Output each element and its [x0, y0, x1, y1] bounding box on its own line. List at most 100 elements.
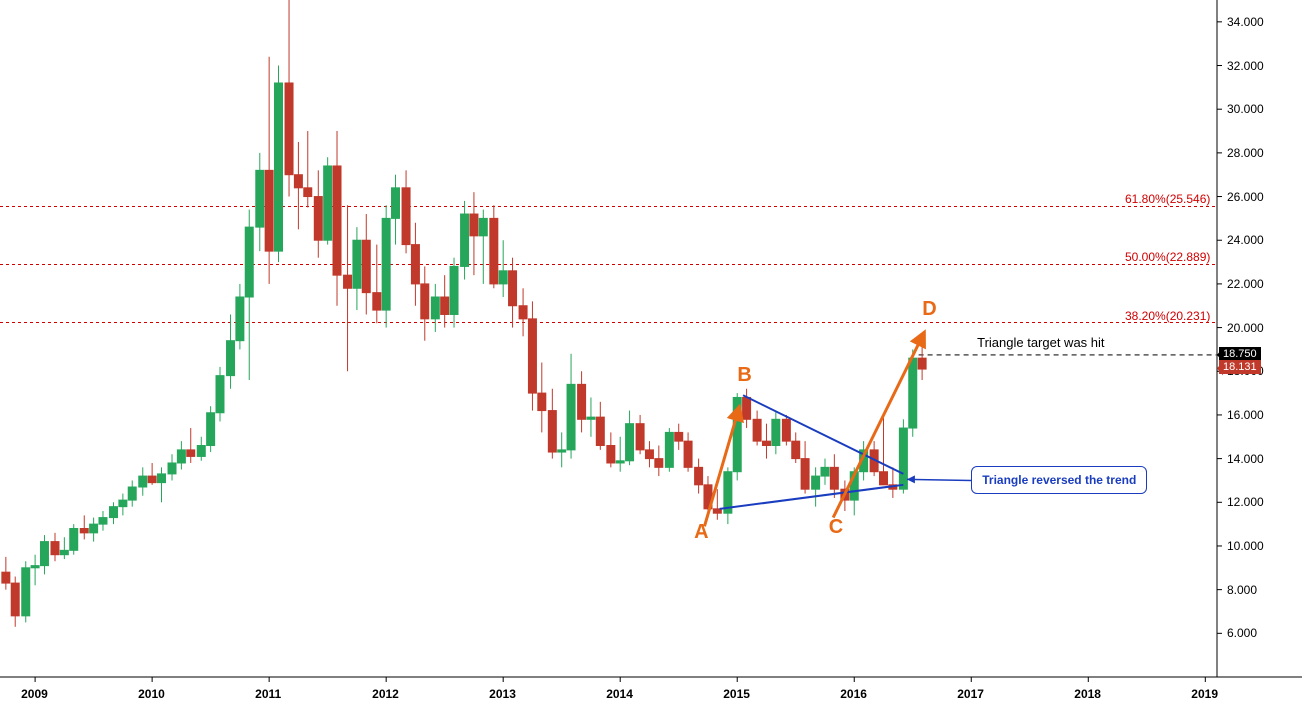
price-tag: 18.131: [1219, 360, 1261, 374]
candle-body: [509, 271, 517, 306]
candle-body: [753, 419, 761, 441]
candle-body: [812, 476, 820, 489]
candle-body: [362, 240, 370, 292]
fibonacci-label: 61.80%(25.546): [1125, 192, 1210, 206]
candle-body: [801, 459, 809, 490]
x-axis-tick-label: 2017: [957, 687, 984, 701]
candle-body: [655, 459, 663, 468]
x-axis-tick-label: 2013: [489, 687, 516, 701]
candle-body: [227, 341, 235, 376]
candle-body: [256, 170, 264, 227]
candle-body: [294, 175, 302, 188]
candle-body: [187, 450, 195, 457]
callout-triangle-reversal: Triangle reversed the trend: [971, 466, 1147, 494]
candle-body: [528, 319, 536, 393]
y-axis-tick-label: 26.000: [1227, 190, 1264, 204]
candle-body: [450, 266, 458, 314]
y-axis-tick-label: 28.000: [1227, 146, 1264, 160]
candle-body: [70, 528, 78, 550]
candle-body: [441, 297, 449, 314]
y-axis-tick-label: 8.000: [1227, 583, 1257, 597]
candle-body: [402, 188, 410, 245]
candle-body: [899, 428, 907, 489]
candle-body: [607, 446, 615, 463]
candle-body: [421, 284, 429, 319]
candle-body: [684, 441, 692, 467]
candle-body: [245, 227, 253, 297]
candle-body: [285, 83, 293, 175]
candle-body: [519, 306, 527, 319]
candle-body: [275, 83, 283, 251]
y-axis-tick-label: 16.000: [1227, 408, 1264, 422]
y-axis-tick-label: 24.000: [1227, 233, 1264, 247]
label-a: A: [694, 521, 708, 544]
candle-body: [558, 450, 566, 452]
candle-body: [304, 188, 312, 197]
candle-body: [22, 568, 30, 616]
candle-body: [31, 566, 39, 568]
candle-body: [616, 461, 624, 463]
candle-body: [40, 542, 48, 566]
candle-body: [314, 197, 322, 241]
candle-body: [762, 441, 770, 445]
candle-body: [461, 214, 469, 266]
candle-body: [479, 218, 487, 235]
candle-body: [792, 441, 800, 458]
candle-body: [645, 450, 653, 459]
candle-body: [333, 166, 341, 275]
callout-pointer: [907, 479, 971, 480]
candle-body: [157, 474, 165, 483]
candle-body: [538, 393, 546, 410]
x-axis-tick-label: 2012: [372, 687, 399, 701]
x-axis-tick-label: 2019: [1191, 687, 1218, 701]
label-b: B: [737, 364, 751, 387]
callout-arrowhead: [907, 475, 915, 483]
candle-body: [90, 524, 98, 533]
candle-body: [353, 240, 361, 288]
candle-body: [626, 424, 634, 461]
candle-body: [168, 463, 176, 474]
candle-body: [207, 413, 215, 446]
candle-body: [139, 476, 147, 487]
x-axis-tick-label: 2010: [138, 687, 165, 701]
candle-body: [99, 518, 107, 525]
candle-body: [743, 397, 751, 419]
candle-body: [344, 275, 352, 288]
candle-body: [236, 297, 244, 341]
candle-body: [2, 572, 10, 583]
y-axis-tick-label: 32.000: [1227, 59, 1264, 73]
candle-body: [216, 376, 224, 413]
candle-body: [675, 432, 683, 441]
candle-body: [11, 583, 19, 616]
candle-body: [431, 297, 439, 319]
candle-body: [918, 358, 926, 369]
label-d: D: [922, 298, 936, 321]
chart-container: 6.0008.00010.00012.00014.00016.00018.000…: [0, 0, 1302, 708]
candlestick-chart[interactable]: [0, 0, 1302, 708]
triangle-line-upper: [743, 395, 903, 474]
candle-body: [392, 188, 400, 219]
candle-body: [128, 487, 136, 500]
candle-body: [80, 528, 88, 532]
y-axis-tick-label: 34.000: [1227, 15, 1264, 29]
candle-body: [499, 271, 507, 284]
x-axis-tick-label: 2018: [1074, 687, 1101, 701]
y-axis-tick-label: 22.000: [1227, 277, 1264, 291]
candle-body: [373, 293, 381, 310]
candle-body: [782, 419, 790, 441]
candle-body: [567, 384, 575, 450]
candle-body: [879, 472, 887, 485]
candle-body: [265, 170, 273, 251]
x-axis-tick-label: 2016: [840, 687, 867, 701]
y-axis-tick-label: 14.000: [1227, 452, 1264, 466]
candle-body: [197, 446, 205, 457]
candle-body: [695, 467, 703, 484]
candle-body: [909, 358, 917, 428]
candle-body: [324, 166, 332, 240]
y-axis-tick-label: 30.000: [1227, 102, 1264, 116]
x-axis-tick-label: 2015: [723, 687, 750, 701]
label-c: C: [829, 516, 843, 539]
candle-body: [830, 467, 838, 489]
y-axis-tick-label: 20.000: [1227, 321, 1264, 335]
x-axis-tick-label: 2009: [21, 687, 48, 701]
